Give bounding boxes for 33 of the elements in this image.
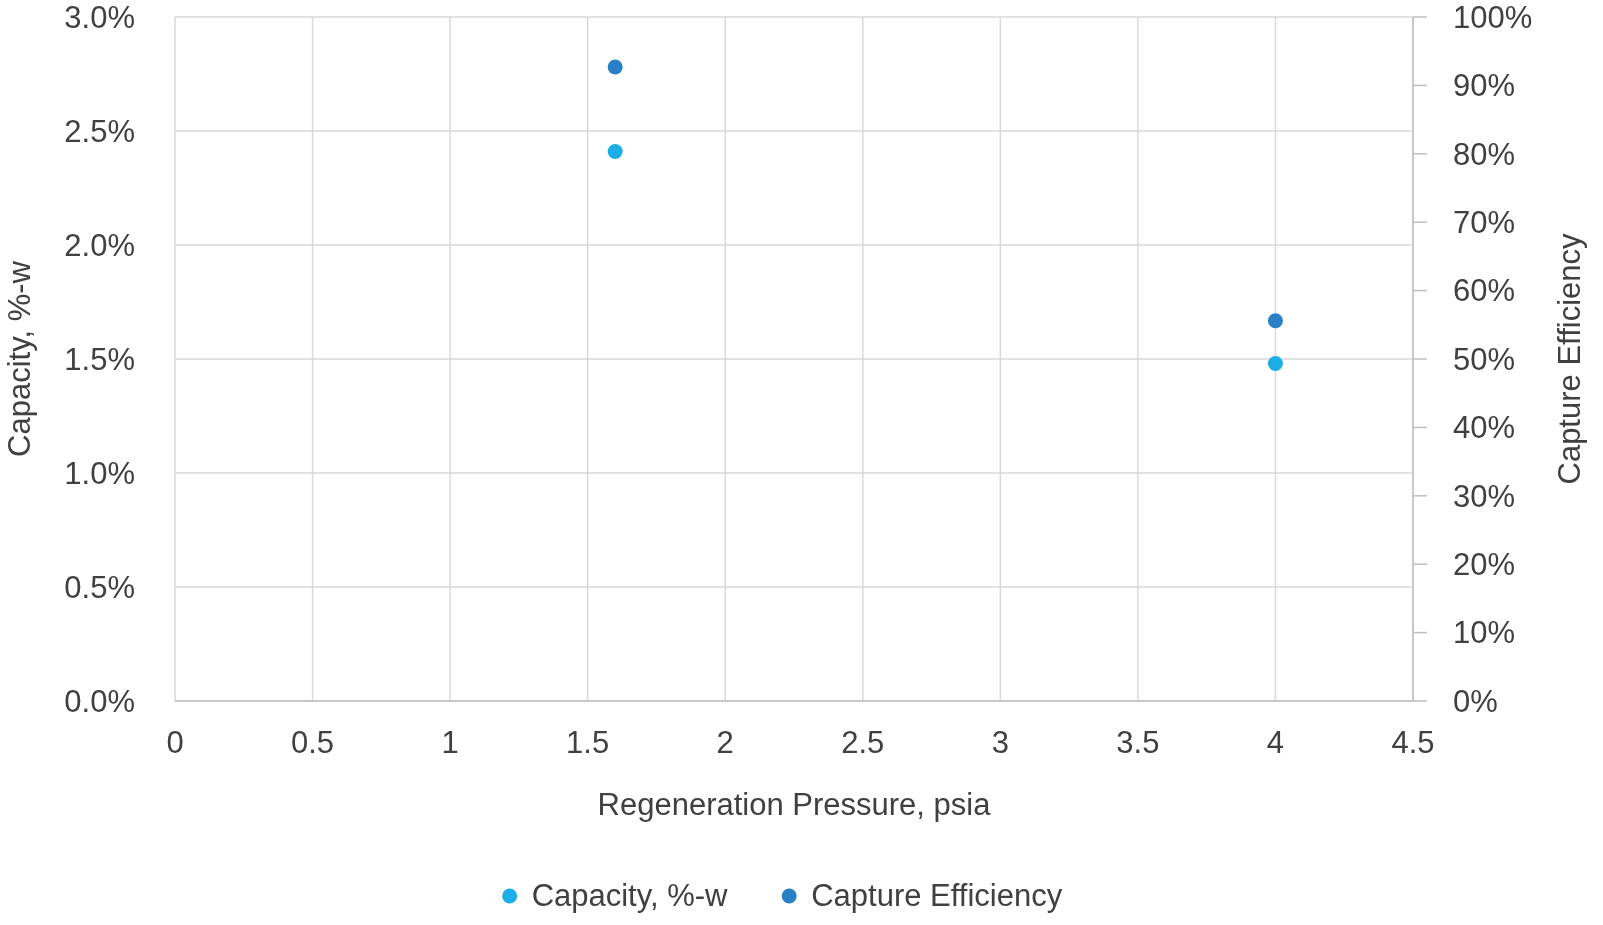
- y-tick-label: 1.5%: [64, 341, 135, 377]
- y2-tick-label: 80%: [1453, 136, 1516, 172]
- y2-tick-label: 100%: [1453, 0, 1533, 35]
- x-tick-label: 3: [991, 725, 1009, 760]
- y-tick-label: 2.0%: [64, 227, 135, 263]
- y2-tick-label: 20%: [1453, 547, 1516, 583]
- x-tick-label: 1: [441, 725, 459, 760]
- y-axis-title: Capacity, %-w: [2, 260, 37, 457]
- y2-tick-label: 40%: [1453, 410, 1516, 446]
- legend-label: Capacity, %-w: [531, 878, 729, 913]
- y2-tick-label: 10%: [1453, 615, 1516, 651]
- y2-axis-title: Capture Efficiency: [1552, 233, 1587, 485]
- x-tick-label: 0: [166, 725, 184, 760]
- x-axis-title: Regeneration Pressure, psia: [597, 787, 992, 822]
- y-tick-label: 2.5%: [64, 113, 135, 149]
- y2-tick-label: 60%: [1453, 273, 1516, 309]
- x-tick-label: 4: [1266, 725, 1285, 760]
- x-tick-label: 3.5: [1116, 725, 1160, 760]
- x-tick-label: 2.5: [841, 725, 885, 760]
- y2-tick-label: 90%: [1453, 68, 1516, 104]
- x-tick-label: 1.5: [566, 725, 610, 760]
- y-tick-label: 0.5%: [64, 569, 135, 605]
- y2-tick-label: 50%: [1453, 341, 1516, 377]
- y-tick-label: 3.0%: [64, 0, 135, 35]
- y-tick-label: 0.0%: [64, 683, 135, 719]
- legend-label: Capture Efficiency: [811, 878, 1063, 913]
- y2-tick-label: 30%: [1453, 478, 1516, 514]
- y2-tick-label: 0%: [1453, 683, 1498, 719]
- x-tick-label: 0.5: [291, 725, 335, 760]
- x-tick-label: 2: [716, 725, 734, 760]
- y2-tick-label: 70%: [1453, 205, 1516, 241]
- x-tick-label: 4.5: [1391, 725, 1435, 760]
- y-tick-label: 1.0%: [64, 455, 135, 491]
